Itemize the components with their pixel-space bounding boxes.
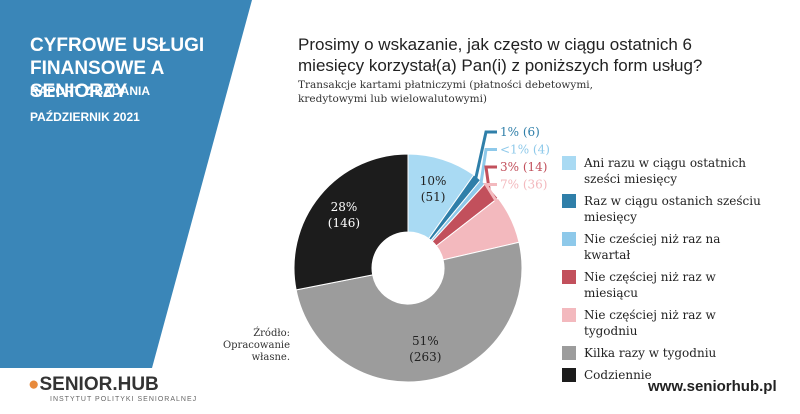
- value-label: 1% (6): [500, 125, 540, 139]
- side-panel: [0, 0, 252, 368]
- legend-item: Raz w ciągu ostanich sześciu miesięcy: [562, 193, 762, 225]
- logo-subtitle: INSTYTUT POLITYKI SENIORALNEJ: [50, 396, 198, 403]
- legend-item: Ani razu w ciągu ostatnich sześci miesię…: [562, 155, 762, 187]
- legend-label: Raz w ciągu ostanich sześciu miesięcy: [584, 194, 761, 224]
- legend-swatch: [562, 194, 576, 208]
- leader-line: [473, 130, 497, 181]
- legend-label: Nie cześciej niż raz na kwartał: [584, 232, 721, 262]
- value-label: (51): [421, 190, 446, 204]
- value-label: 3% (14): [500, 160, 547, 174]
- logo: ●SENIOR.HUB: [28, 374, 159, 395]
- legend-item: Codziennie: [562, 367, 762, 383]
- legend-item: Nie cześciej niż raz na kwartał: [562, 231, 762, 263]
- report-title: CYFROWE USŁUGI FINANSOWE A SENIORZY: [30, 35, 205, 102]
- legend-item: Nie częściej niż raz w miesiącu: [562, 269, 762, 301]
- legend-label: Kilka razy w tygodniu: [584, 346, 717, 360]
- legend-swatch: [562, 156, 576, 170]
- leader-line: [483, 183, 510, 222]
- legend-label: Nie częściej niż raz w tygodniu: [584, 308, 716, 338]
- value-label: 7% (36): [500, 178, 547, 192]
- panel-bg: [0, 0, 252, 368]
- legend-swatch: [562, 232, 576, 246]
- value-label: 28%: [331, 200, 358, 214]
- chart-subtitle: Transakcje kartami płatniczymi (płatnośc…: [298, 79, 593, 105]
- legend-label: Ani razu w ciągu ostatnich sześci miesię…: [584, 156, 747, 186]
- legend-item: Nie częściej niż raz w tygodniu: [562, 307, 762, 339]
- report-date: PAŹDZIERNIK 2021: [30, 110, 140, 124]
- legend-item: Kilka razy w tygodniu: [562, 345, 762, 361]
- source: Źródło: Opracowanie własne.: [222, 328, 290, 363]
- legend-label: Nie częściej niż raz w miesiącu: [584, 270, 716, 300]
- value-label: <1% (4): [500, 143, 550, 157]
- value-label: 10%: [420, 174, 447, 188]
- leader-line: [479, 148, 497, 185]
- legend-swatch: [562, 270, 576, 284]
- legend-swatch: [562, 308, 576, 322]
- legend-swatch: [562, 368, 576, 382]
- chart-title: Prosimy o wskazanie, jak często w ciągu …: [298, 35, 703, 75]
- report-subtitle: RAPORT Z BADANIA: [30, 84, 150, 98]
- legend: Ani razu w ciągu ostatnich sześci miesię…: [562, 155, 762, 389]
- value-label: (146): [328, 216, 360, 230]
- slice: [295, 241, 523, 383]
- value-label: (263): [409, 350, 441, 364]
- legend-swatch: [562, 346, 576, 360]
- legend-label: Codziennie: [584, 368, 652, 382]
- logo-text: SENIOR.HUB: [39, 374, 159, 395]
- url: www.seniorhub.pl: [648, 378, 777, 395]
- slice: [293, 153, 409, 291]
- value-label: 51%: [412, 334, 439, 348]
